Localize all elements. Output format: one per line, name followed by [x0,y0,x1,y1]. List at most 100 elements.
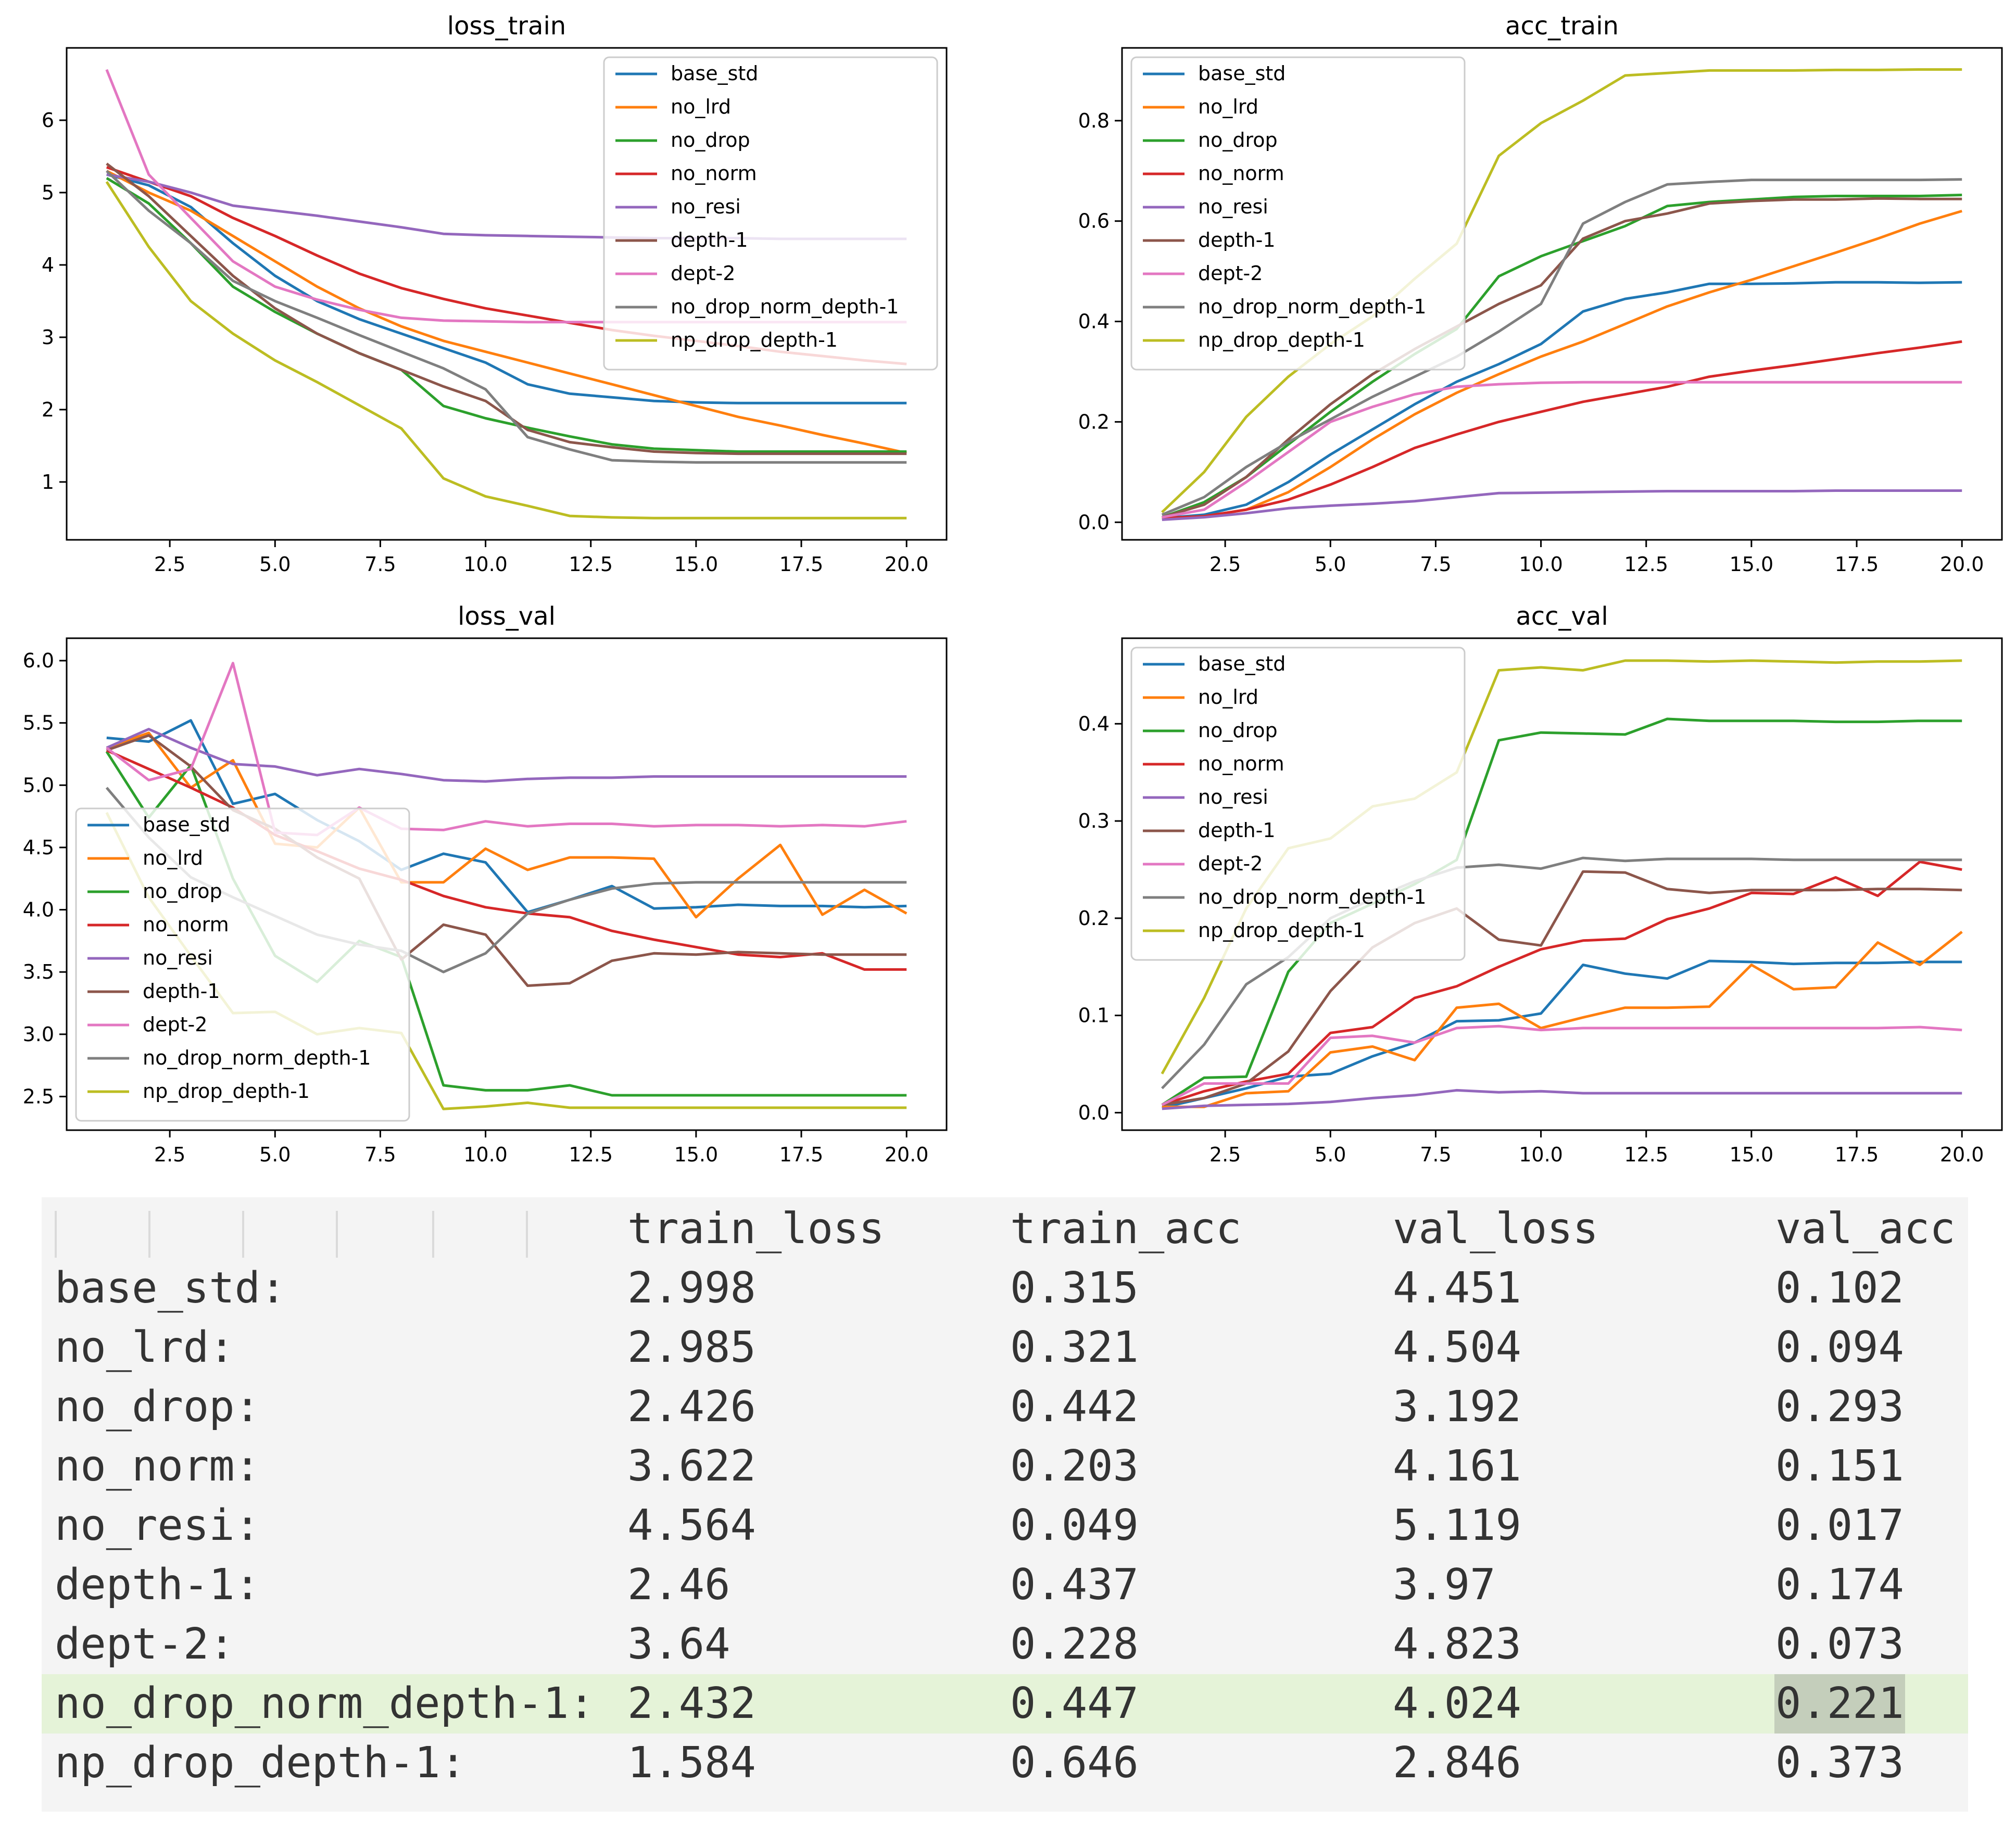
chart-loss-val: loss_val 2.5 5.0 7.5 10.0 12.5 15.0 17.5 20.0 2.5… [23,602,948,1166]
legend-box [1130,647,1466,961]
series-line-np_drop_depth-1 [1161,68,1962,513]
legend-entry-no_drop: no_drop [1198,129,1278,151]
cell-train_acc: 0.049 [1010,1501,1139,1550]
axes-frame [66,637,948,1131]
legend-entry-no_resi: no_resi [143,946,213,969]
y-tick-label: 2 [42,398,54,421]
legend-box [1130,56,1466,371]
y-tick-label: 4.5 [23,836,54,859]
legend-entry-np_drop_depth-1: np_drop_depth-1 [143,1080,310,1103]
cell-train_loss: 2.426 [627,1382,756,1432]
y-tick-label: 5.5 [23,712,54,735]
legend-entry-no_lrd: no_lrd [1198,686,1258,708]
series-line-no_lrd [1162,210,1962,520]
cell-train_acc: 0.646 [1010,1738,1139,1788]
series-line-no_resi [1162,489,1962,521]
cell-val_loss: 2.846 [1393,1738,1521,1788]
x-tick-label: 7.5 [364,1143,396,1166]
x-tick-label: 20.0 [885,1143,929,1166]
cell-train_loss: 2.998 [627,1263,756,1313]
x-tick-label: 10.0 [463,1143,508,1166]
series-line-base_std [106,719,907,914]
legend-box [75,807,410,1122]
chart-title: loss_val [458,602,556,631]
legend: base_std no_lrd no_drop no_norm no_residepth… [1130,56,1466,371]
header-separator [55,1211,57,1258]
legend-entry-base_std: base_std [671,62,758,85]
cell-train_acc: 0.321 [1010,1323,1139,1372]
table-row: no_resi: 4.564 0.049 5.119 0.017 [42,1496,1968,1555]
legend: base_std no_lrd no_drop no_norm no_residepth… [1130,647,1466,961]
legend-entry-dept-2: dept-2 [671,262,735,285]
cell-val_loss: 3.97 [1393,1560,1496,1610]
table-row: dept-2: 3.64 0.228 4.823 0.073 [42,1615,1968,1674]
y-tick-label: 0.0 [1078,511,1110,534]
cell-val_loss: 5.119 [1393,1501,1521,1550]
cell-val_acc: 0.094 [1775,1323,1904,1372]
x-tick-label: 20.0 [1940,553,1984,576]
series-line-base_std [1162,281,1962,520]
cell-train_loss: 4.564 [627,1501,756,1550]
x-tick-label: 10.0 [1519,553,1563,576]
table-row: no_lrd: 2.985 0.321 4.504 0.094 [42,1318,1968,1377]
row-label: np_drop_depth-1: [55,1738,466,1788]
series-line-no_drop_norm_depth-1 [106,170,907,464]
chart-acc-train: acc_train 2.5 5.0 7.5 10.0 12.5 15.0 17.5 20.0 0.… [1078,11,2003,576]
chart-title: acc_val [1516,602,1608,631]
y-tick-label: 0.3 [1078,809,1110,832]
x-tick-label: 2.5 [1209,1143,1241,1166]
cell-val_acc: 0.293 [1775,1382,1904,1432]
x-tick-label: 12.5 [1624,553,1668,576]
legend-entry-no_drop: no_drop [1198,719,1278,742]
x-tick-label: 10.0 [463,553,508,576]
cell-train_loss: 2.985 [627,1323,756,1372]
x-tick-label: 12.5 [1624,1143,1668,1166]
legend-entry-no_norm: no_norm [1198,162,1284,185]
legend-entry-np_drop_depth-1: np_drop_depth-1 [1198,919,1365,942]
header-separator [148,1211,150,1258]
cell-train_acc: 0.228 [1010,1619,1139,1669]
legend-entry-no_lrd: no_lrd [143,846,203,869]
x-tick-label: 15.0 [674,553,719,576]
cell-val_loss: 4.823 [1393,1619,1521,1669]
legend-entry-depth-1: depth-1 [1198,819,1276,842]
legend-entry-depth-1: depth-1 [143,980,220,1003]
legend-entry-no_norm: no_norm [671,162,757,185]
legend-entry-base_std: base_std [1198,652,1286,675]
series-line-depth-1 [106,162,907,456]
row-label: dept-2: [55,1619,235,1669]
cell-train_acc: 0.447 [1010,1679,1139,1728]
series-line-depth-1 [1162,870,1962,1106]
x-tick-label: 15.0 [674,1143,719,1166]
y-tick-label: 3 [42,326,54,349]
series-line-base_std [1162,959,1962,1109]
cell-val_loss: 4.504 [1393,1323,1521,1372]
cell-train_acc: 0.437 [1010,1560,1139,1610]
cell-val_acc: 0.151 [1775,1441,1904,1491]
cell-train_loss: 2.46 [627,1560,730,1610]
y-tick-label: 3.0 [23,1023,54,1046]
legend-entry-no_drop_norm_depth-1: no_drop_norm_depth-1 [1198,885,1426,908]
y-tick-label: 3.5 [23,960,54,983]
legend-entry-np_drop_depth-1: np_drop_depth-1 [671,328,838,351]
x-tick-label: 15.0 [1730,553,1774,576]
chart-title: acc_train [1505,11,1619,41]
series-line-dept-2 [1161,1024,1962,1106]
cell-train_acc: 0.442 [1010,1382,1139,1432]
legend-box [603,56,938,371]
legend-entry-no_norm: no_norm [1198,752,1284,775]
y-tick-label: 0.4 [1078,712,1110,735]
y-tick-label: 1 [42,471,54,494]
row-label: no_drop_norm_depth-1: [55,1679,595,1728]
x-tick-label: 20.0 [885,553,929,576]
x-tick-label: 20.0 [1940,1143,1984,1166]
x-tick-label: 12.5 [569,1143,613,1166]
legend-entry-no_resi: no_resi [1198,786,1268,808]
cell-train_loss: 3.64 [627,1619,730,1669]
cell-val_acc: 0.373 [1775,1738,1904,1788]
series-line-no_drop_norm_depth-1 [1161,178,1962,516]
cell-val_loss: 4.161 [1393,1441,1521,1491]
x-tick-label: 5.0 [259,553,291,576]
y-tick-label: 0.2 [1078,907,1110,930]
table-header-row: train_loss train_acc val_loss val_acc [42,1199,1968,1259]
